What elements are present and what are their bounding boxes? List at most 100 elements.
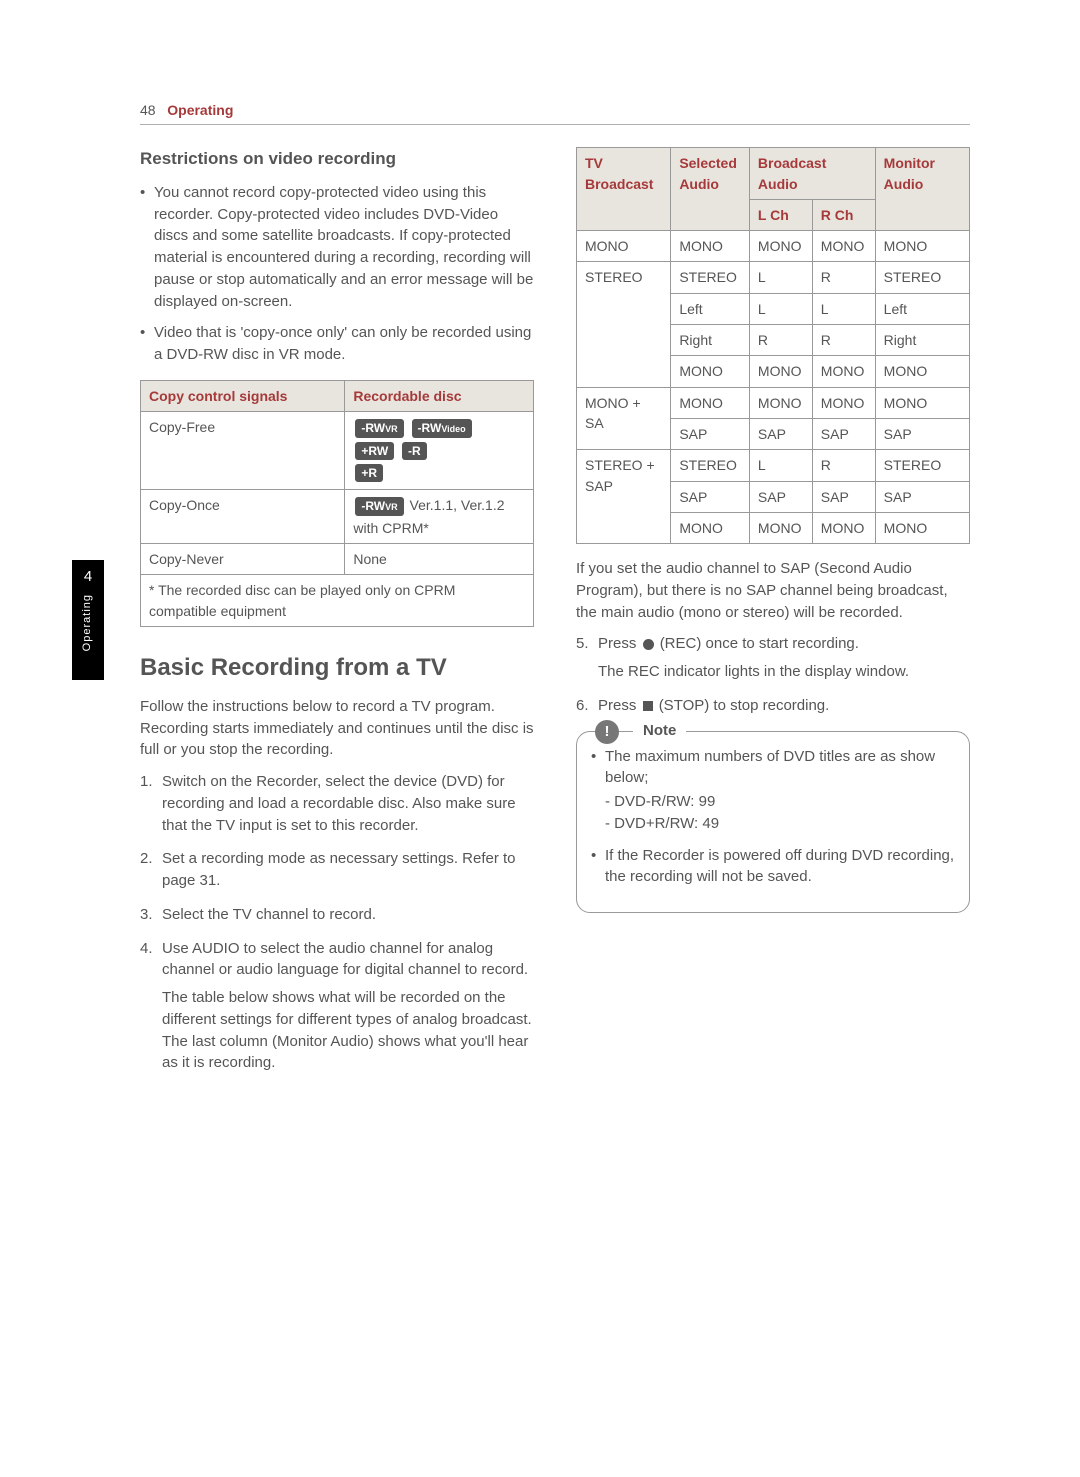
left-column: Restrictions on video recording You cann… (140, 147, 534, 1086)
bullet-text: You cannot record copy-protected video u… (154, 184, 533, 310)
cell: Copy-Once (141, 490, 345, 544)
step-item: Press (STOP) to stop recording. (576, 695, 970, 717)
info-icon: ! (595, 720, 619, 744)
step-item: Press (REC) once to start recording. The… (576, 633, 970, 683)
table-row: STEREOSTEREOLRSTEREO (577, 262, 970, 293)
disc-badge: -R (402, 442, 427, 460)
note-item: If the Recorder is powered off during DV… (591, 845, 955, 889)
broadcast-cell: STEREO (577, 262, 671, 387)
disc-badge: -RWVR (355, 497, 403, 515)
cell: MONO (749, 387, 812, 418)
col-header: Copy control signals (141, 380, 345, 411)
cell: MONO (812, 512, 875, 543)
bullet-text: Video that is 'copy-once only' can only … (154, 324, 531, 363)
table-row: Copy-Free -RWVR -RWVideo +RW -R +R (141, 412, 534, 490)
cell: STEREO (875, 262, 969, 293)
cell: MONO (671, 387, 750, 418)
table-row: MONO + SAMONOMONOMONOMONO (577, 387, 970, 418)
step-subtext: The table below shows what will be recor… (162, 987, 534, 1074)
cell: L (749, 450, 812, 481)
cell: SAP (812, 418, 875, 449)
table-row: MONOMONOMONOMONOMONO (577, 231, 970, 262)
sap-note: If you set the audio channel to SAP (Sec… (576, 558, 970, 623)
table-row: Copy-Never None (141, 544, 534, 575)
cell: None (345, 544, 534, 575)
side-tab-label: Operating (80, 594, 96, 651)
disc-badge: -RWVideo (412, 419, 472, 437)
cell: Copy-Never (141, 544, 345, 575)
broadcast-cell: STEREO + SAP (577, 450, 671, 544)
cell: SAP (812, 481, 875, 512)
breadcrumb: Operating (167, 102, 233, 118)
cell: MONO (671, 356, 750, 387)
cell: MONO (875, 387, 969, 418)
col-header: TV Broadcast (577, 148, 671, 231)
section-intro: Follow the instructions below to record … (140, 696, 534, 761)
page-number: 48 (140, 102, 156, 118)
col-header: Broadcast Audio (749, 148, 875, 200)
steps-list: Switch on the Recorder, select the devic… (140, 771, 534, 1074)
cell: MONO (875, 356, 969, 387)
cell: MONO (671, 512, 750, 543)
note-title: Note (633, 720, 686, 742)
cell: L (749, 262, 812, 293)
cell: SAP (671, 418, 750, 449)
restrictions-heading: Restrictions on video recording (140, 147, 534, 172)
cell: R (812, 450, 875, 481)
disc-badge: -RWVR (355, 419, 403, 437)
broadcast-cell: MONO (577, 231, 671, 262)
cell: Right (671, 325, 750, 356)
cell: -RWVR Ver.1.1, Ver.1.2 with CPRM* (345, 490, 534, 544)
record-icon (643, 639, 654, 650)
copy-control-table: Copy control signals Recordable disc Cop… (140, 380, 534, 627)
cell: Left (875, 293, 969, 324)
col-header: L Ch (749, 199, 812, 230)
cell: R (812, 325, 875, 356)
step-item: Select the TV channel to record. (140, 904, 534, 926)
cell: Copy-Free (141, 412, 345, 490)
cell: MONO (749, 356, 812, 387)
disc-badge: +R (355, 464, 383, 482)
disc-badge: +RW (355, 442, 394, 460)
audio-table: TV Broadcast Selected Audio Broadcast Au… (576, 147, 970, 544)
step-subtext: The REC indicator lights in the display … (598, 661, 970, 683)
cell: MONO (875, 231, 969, 262)
table-row: STEREO + SAPSTEREOLRSTEREO (577, 450, 970, 481)
steps-right: Press (REC) once to start recording. The… (576, 633, 970, 716)
cell: STEREO (671, 262, 750, 293)
side-tab-number: 4 (72, 560, 104, 588)
broadcast-cell: MONO + SA (577, 387, 671, 450)
cell: MONO (749, 231, 812, 262)
note-item: The maximum numbers of DVD titles are as… (591, 746, 955, 835)
cell: MONO (812, 231, 875, 262)
note-box: ! Note The maximum numbers of DVD titles… (576, 731, 970, 914)
table-footnote: * The recorded disc can be played only o… (141, 575, 534, 627)
table-footnote-row: * The recorded disc can be played only o… (141, 575, 534, 627)
cell: MONO (671, 231, 750, 262)
page-header: 48 Operating (140, 100, 970, 125)
col-header: Selected Audio (671, 148, 750, 231)
cell: R (812, 262, 875, 293)
cell: MONO (812, 387, 875, 418)
step-item: Use AUDIO to select the audio channel fo… (140, 938, 534, 1075)
cell: L (749, 293, 812, 324)
cell: SAP (671, 481, 750, 512)
cell: SAP (749, 481, 812, 512)
cell: SAP (875, 418, 969, 449)
cell: L (812, 293, 875, 324)
col-header: R Ch (812, 199, 875, 230)
cell: R (749, 325, 812, 356)
side-tab: 4 Operating (72, 560, 104, 680)
step-item: Set a recording mode as necessary settin… (140, 848, 534, 892)
restrictions-list: You cannot record copy-protected video u… (140, 182, 534, 366)
cell: MONO (812, 356, 875, 387)
cell: STEREO (671, 450, 750, 481)
step-item: Switch on the Recorder, select the devic… (140, 771, 534, 836)
cell: -RWVR -RWVideo +RW -R +R (345, 412, 534, 490)
cell: MONO (875, 512, 969, 543)
table-row: Copy-Once -RWVR Ver.1.1, Ver.1.2 with CP… (141, 490, 534, 544)
cell: STEREO (875, 450, 969, 481)
col-header: Recordable disc (345, 380, 534, 411)
cell: Left (671, 293, 750, 324)
cell: SAP (749, 418, 812, 449)
